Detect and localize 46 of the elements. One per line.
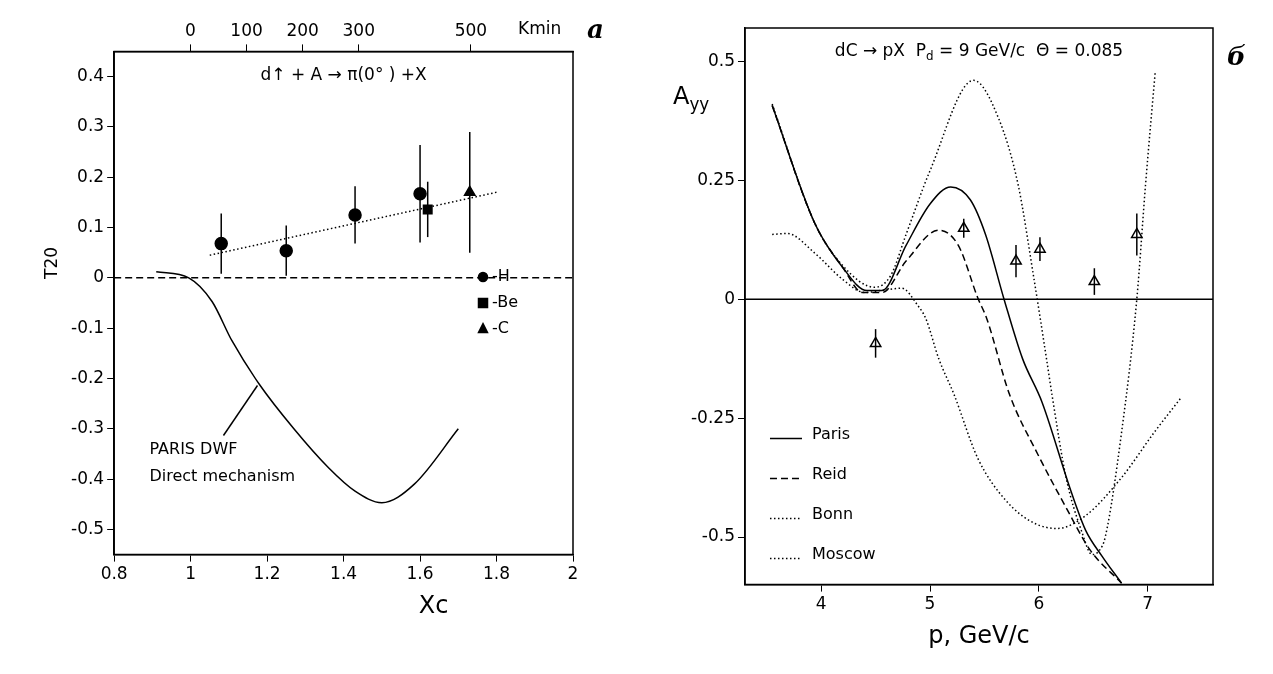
- x-tick-label: 0.8: [100, 563, 128, 584]
- legend-label: Reid: [811, 463, 847, 483]
- y-tick-label: -0.5: [701, 525, 735, 546]
- y-tick-label: -0.4: [71, 467, 105, 488]
- x2-tick-label: 0: [185, 19, 196, 40]
- y-tick-label: 0.4: [77, 64, 105, 85]
- y-tick-label: -0.5: [71, 517, 105, 538]
- x-tick-label: 1.2: [253, 563, 281, 584]
- y-tick-label: -0.2: [71, 366, 105, 387]
- y-tick-label: 0.5: [707, 49, 735, 70]
- x-tick-label: 1.4: [330, 563, 358, 584]
- x-axis-title: Xc: [418, 590, 449, 619]
- y-tick-label: -0.3: [71, 417, 105, 438]
- text: б: [1227, 40, 1246, 71]
- x2-tick-label: 500: [454, 19, 488, 40]
- x-tick-label: 1.8: [483, 563, 511, 584]
- y-tick-label: -0.25: [690, 406, 735, 427]
- y-tick-label: 0: [724, 287, 735, 308]
- x-tick-label: 2: [567, 563, 579, 584]
- y-axis-title: T20: [40, 246, 61, 281]
- y-tick-label: -0.1: [71, 316, 105, 337]
- x-tick-label: 6: [1033, 593, 1045, 614]
- text: d↑ + A → π(0° ) +X: [260, 63, 428, 84]
- y-tick-label: 0: [93, 266, 105, 287]
- y-tick-label: 0.25: [697, 168, 735, 189]
- legend-label: -H: [492, 266, 510, 286]
- y-tick-label: 0.2: [77, 165, 105, 186]
- legend-label: Bonn: [811, 503, 854, 523]
- legend-label: -C: [492, 318, 509, 338]
- y-tick-label: 0.1: [77, 215, 105, 236]
- legend-label: Moscow: [811, 543, 876, 563]
- annotation: PARIS DWF Direct mechanism: [149, 438, 296, 485]
- x-tick-label: 7: [1142, 593, 1154, 614]
- x-tick-label: 1: [185, 563, 197, 584]
- y-tick-label: 0.3: [77, 115, 105, 136]
- legend-label: Paris: [811, 423, 851, 443]
- x2-tick-label: 100: [230, 19, 263, 40]
- x-tick-label: 5: [924, 593, 936, 614]
- x2-tick-label: 300: [342, 19, 375, 40]
- legend-label: -Be: [492, 292, 519, 312]
- x-axis-title: p, GeV/c: [928, 620, 1030, 649]
- x-tick-label: 4: [815, 593, 827, 614]
- x2-axis-title: Kmin: [518, 18, 562, 39]
- x2-tick-label: 200: [286, 19, 319, 40]
- x-tick-label: 1.6: [406, 563, 434, 584]
- text: а: [587, 14, 604, 45]
